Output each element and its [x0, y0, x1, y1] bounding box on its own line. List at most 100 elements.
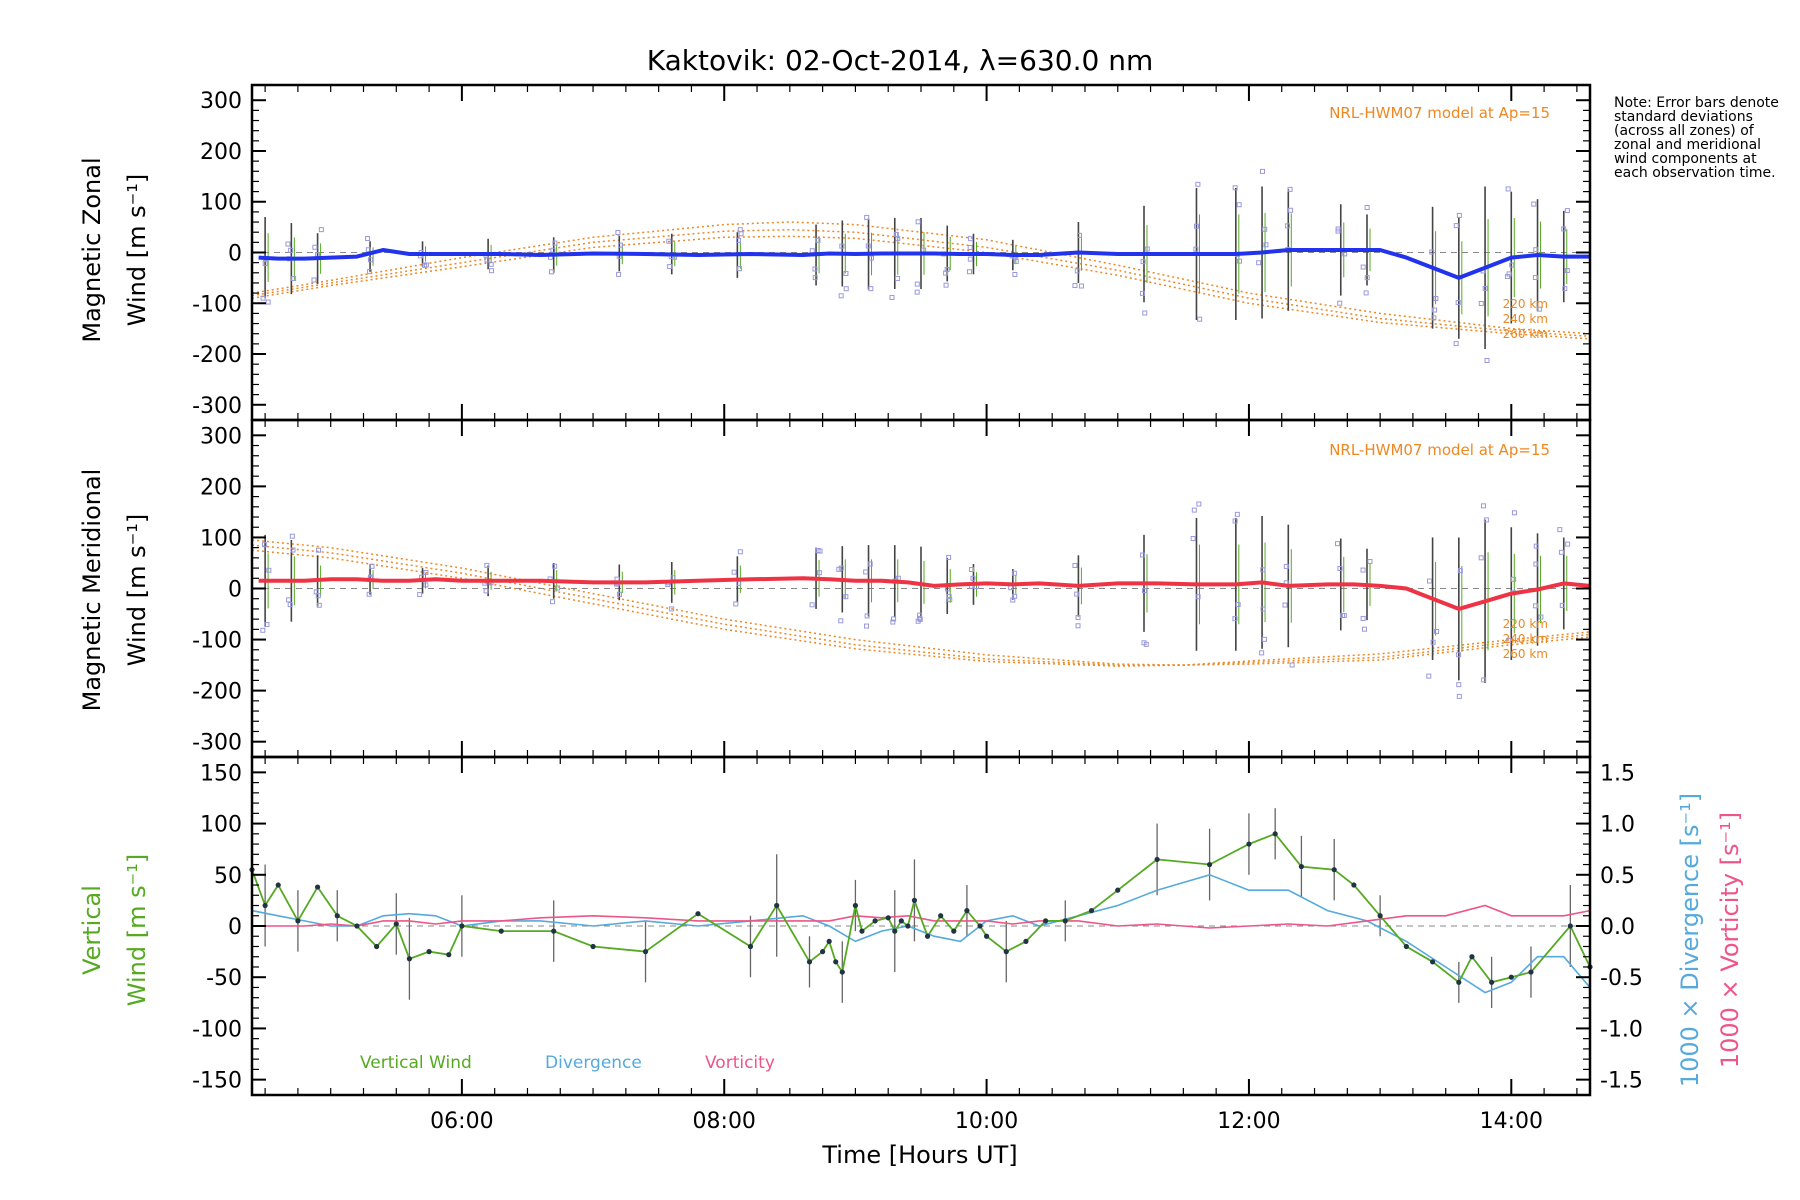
vertical-wind-point	[1246, 841, 1251, 846]
vertical-wind-point	[295, 918, 300, 923]
vertical-wind-point	[859, 929, 864, 934]
figure: Kaktovik: 02-Oct-2014, λ=630.0 nm NRL-HW…	[0, 0, 1800, 1200]
y-tick-label: 0	[228, 578, 242, 603]
vertical-wind-point	[1043, 918, 1048, 923]
zone-sample	[1197, 502, 1201, 506]
vertical-wind-point	[374, 944, 379, 949]
vertical-panel: Vertical Wind Divergence Vorticity Verti…	[78, 757, 1744, 1134]
vertical-wind-point	[276, 882, 281, 887]
vertical-wind-point	[459, 923, 464, 928]
vertical-wind-point	[1023, 939, 1028, 944]
y-tick-label: -150	[192, 1069, 242, 1094]
zone-sample	[944, 283, 948, 287]
zonal-model-label: NRL-HWM07 model at Ap=15	[1329, 104, 1550, 122]
vertical-wind-point	[774, 903, 779, 908]
meridional-data	[252, 502, 1590, 698]
zone-sample	[844, 272, 848, 276]
zone-sample	[739, 232, 743, 236]
zone-sample	[261, 628, 265, 632]
vertical-wind-point	[1273, 831, 1278, 836]
zone-sample	[1192, 508, 1196, 512]
vertical-wind-point	[748, 944, 753, 949]
zone-sample	[1143, 311, 1147, 315]
zone-sample	[1559, 550, 1563, 554]
y-tick-label: -50	[206, 966, 242, 991]
y-tick-label: 300	[200, 424, 242, 449]
zone-sample	[1506, 187, 1510, 191]
vertical-wind-point	[827, 939, 832, 944]
zonal-alt-220: 220 km	[1503, 297, 1548, 311]
zone-sample	[1532, 202, 1536, 206]
vertical-wind-point	[1568, 923, 1573, 928]
zone-sample	[1361, 568, 1365, 572]
zone-sample	[844, 287, 848, 291]
y-tick-label: -200	[192, 680, 242, 705]
zone-sample	[1485, 359, 1489, 363]
divergence-ylabel: 1000 × Divergence [s⁻¹]	[1676, 793, 1704, 1087]
divergence-line	[252, 875, 1590, 993]
vertical-wind-point	[912, 898, 917, 903]
zone-sample	[1479, 556, 1483, 560]
zone-sample	[1457, 683, 1461, 687]
vertical-wind-point	[263, 903, 268, 908]
zone-sample	[287, 598, 291, 602]
zone-sample	[551, 600, 555, 604]
vertical-wind-point	[1063, 918, 1068, 923]
zone-sample	[1289, 208, 1293, 212]
zone-sample	[864, 570, 868, 574]
zone-sample	[1196, 182, 1200, 186]
zone-sample	[1260, 169, 1264, 173]
zone-sample	[319, 228, 323, 232]
zone-sample	[1558, 528, 1562, 532]
y-tick-label: 50	[214, 864, 242, 889]
zone-sample	[1565, 269, 1569, 273]
zonal-ylabel-sub: Wind [m s⁻¹]	[123, 174, 151, 326]
zone-sample	[1565, 209, 1569, 213]
vertical-wind-point	[964, 908, 969, 913]
vertical-wind-point	[1155, 857, 1160, 862]
vertical-wind-point	[886, 915, 891, 920]
vertical-wind-point	[1378, 913, 1383, 918]
y-tick-label: -200	[192, 343, 242, 368]
y-tick-label: -100	[192, 629, 242, 654]
vertical-wind-point	[590, 944, 595, 949]
zone-sample	[1512, 511, 1516, 515]
vertical-wind-point	[446, 952, 451, 957]
vertical-wind-point	[1509, 975, 1514, 980]
error-bar-note: Note: Error bars denote standard deviati…	[1614, 96, 1794, 180]
y-tick-label: 100	[200, 526, 242, 551]
vertical-wind-point	[551, 929, 556, 934]
vertical-wind-point	[394, 921, 399, 926]
x-axis-label: Time [Hours UT]	[821, 1141, 1017, 1169]
vertical-wind-point	[643, 949, 648, 954]
zone-sample	[286, 242, 290, 246]
vertical-wind-point	[426, 949, 431, 954]
zone-sample	[915, 282, 919, 286]
zone-sample	[1457, 213, 1461, 217]
y-tick-right-label: 1.5	[1600, 761, 1635, 786]
zone-sample	[1073, 284, 1077, 288]
zonal-ylabel-main: Magnetic Zonal	[78, 157, 106, 342]
y-tick-label: 200	[200, 140, 242, 165]
zone-sample	[1237, 203, 1241, 207]
zone-sample	[810, 603, 814, 607]
vertical-wind-point	[892, 929, 897, 934]
y-tick-right-label: 0.5	[1600, 864, 1635, 889]
vertical-wind-point	[951, 929, 956, 934]
zone-sample	[366, 237, 370, 241]
y-tick-label: -100	[192, 1017, 242, 1042]
y-tick-label: -300	[192, 731, 242, 756]
zone-sample	[1262, 637, 1266, 641]
meridional-ylabel-sub: Wind [m s⁻¹]	[123, 514, 151, 666]
meridional-alt-260: 260 km	[1503, 647, 1548, 661]
y-tick-label: 100	[200, 191, 242, 216]
zone-sample	[1428, 579, 1432, 583]
vertical-wind-point	[335, 913, 340, 918]
y-tick-right-label: -1.0	[1600, 1017, 1643, 1042]
zone-sample	[1454, 342, 1458, 346]
zone-sample	[895, 276, 899, 280]
zone-sample	[1076, 624, 1080, 628]
y-tick-right-label: 0.0	[1600, 915, 1635, 940]
vertical-wind-point	[1089, 908, 1094, 913]
y-tick-label: -100	[192, 292, 242, 317]
